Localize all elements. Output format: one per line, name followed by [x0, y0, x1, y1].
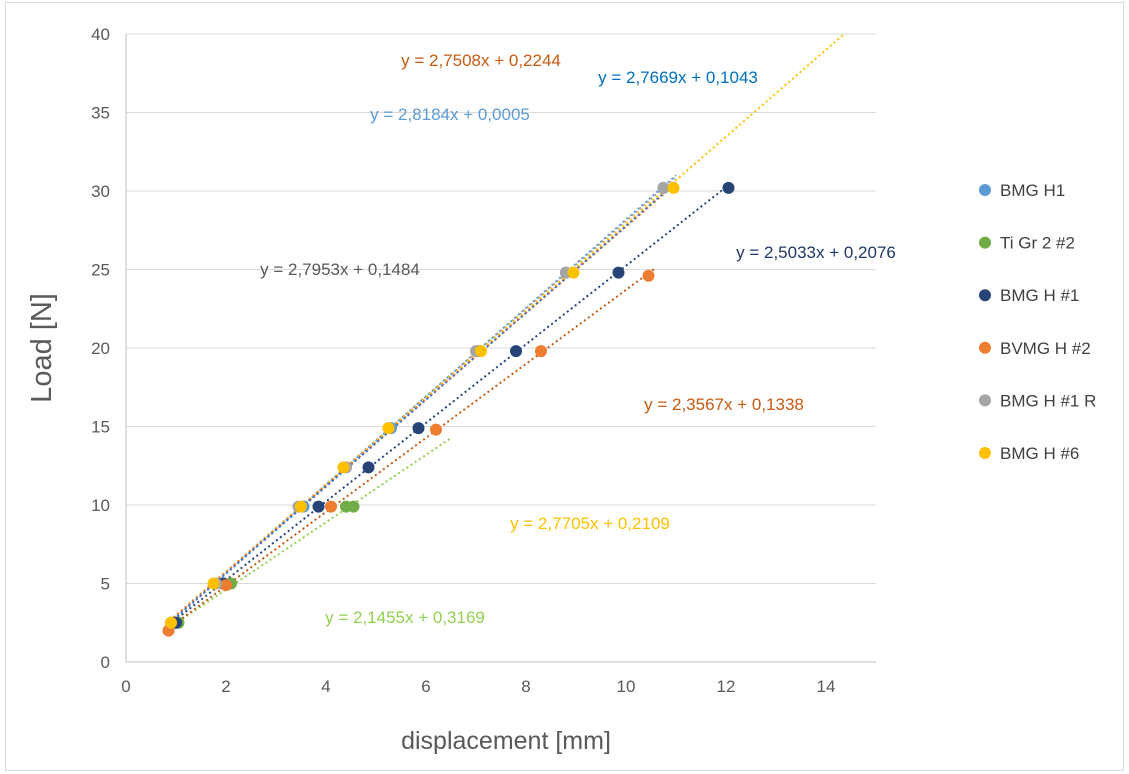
legend-marker	[979, 236, 991, 249]
data-point	[567, 266, 580, 279]
y-tick-label: 30	[91, 182, 110, 201]
x-tick-label: 10	[617, 677, 636, 696]
data-point	[347, 500, 360, 513]
x-axis-title: displacement [mm]	[401, 727, 611, 755]
legend-marker	[979, 184, 991, 196]
chart-frame: 0 2 4 6 8 10 12 14 0 5 10 15 20 25 30 35 40 displacement …	[5, 2, 1124, 771]
trendline-equation: y = 2,7953x + 0,1484	[260, 260, 420, 279]
y-tick-label: 40	[91, 25, 110, 44]
y-tick-label: 10	[91, 496, 110, 515]
legend-label: BMG H #1 R	[1000, 391, 1096, 410]
trendline-equation: y = 2,7669x + 0,1043	[598, 68, 758, 87]
data-point	[667, 181, 680, 194]
data-point	[510, 345, 522, 358]
data-point	[535, 345, 547, 358]
data-point	[430, 423, 442, 436]
data-point	[722, 181, 735, 194]
trendline	[165, 176, 677, 626]
y-tick-label: 35	[91, 104, 110, 123]
legend-item: Ti Gr 2 #2	[979, 234, 1075, 253]
legend-marker	[979, 447, 991, 459]
legend-label: BMG H1	[1000, 181, 1065, 200]
y-tick-label: 5	[101, 575, 110, 594]
legend-marker	[979, 289, 991, 302]
data-point	[362, 461, 375, 474]
data-point	[657, 181, 670, 194]
data-point	[325, 500, 337, 513]
legend-item: BMG H #6	[979, 444, 1079, 463]
trendline-equation: y = 2,3567x + 0,1338	[644, 395, 804, 414]
trendline-equation: y = 2,1455x + 0,3169	[325, 608, 485, 627]
x-tick-label: 14	[817, 677, 836, 696]
x-tick-label: 8	[521, 677, 530, 696]
y-tick-label: 20	[91, 339, 110, 358]
x-tick-label: 2	[221, 677, 230, 696]
data-point	[207, 577, 220, 590]
data-point	[165, 616, 177, 629]
y-tick-label: 15	[91, 418, 110, 437]
data-point	[475, 345, 487, 358]
data-point	[295, 500, 307, 513]
trendline	[165, 437, 452, 631]
trendlines	[165, 34, 846, 632]
trendline-equation: y = 2,7705x + 0,2109	[510, 514, 670, 533]
data-point	[412, 422, 425, 435]
legend-item: BMG H1	[979, 181, 1065, 200]
y-axis-title: Load [N]	[26, 293, 58, 403]
y-tick-label: 0	[101, 653, 110, 672]
legend-item: BVMG H #2	[979, 339, 1091, 358]
chart: 0 2 4 6 8 10 12 14 0 5 10 15 20 25 30 35 40 displacement …	[26, 25, 1096, 755]
legend-label: BVMG H #2	[1000, 339, 1091, 358]
trendline-equation: y = 2,8184x + 0,0005	[370, 105, 530, 124]
legend-item: BMG H #1 R	[979, 391, 1096, 410]
x-tick-label: 4	[321, 677, 330, 696]
x-tick-label: 12	[717, 677, 736, 696]
legend-label: BMG H #6	[1000, 444, 1079, 463]
x-tick-label: 0	[121, 677, 130, 696]
legend-label: Ti Gr 2 #2	[1000, 234, 1075, 253]
legend-item: BMG H #1	[979, 286, 1079, 305]
gridlines	[126, 33, 876, 663]
data-point	[312, 500, 325, 513]
trendline-equation: y = 2,5033x + 0,2076	[736, 243, 896, 262]
data-point	[337, 461, 350, 474]
trendline	[165, 182, 677, 625]
x-tick-label: 6	[421, 677, 430, 696]
y-tick-label: 25	[91, 261, 110, 280]
data-point	[220, 579, 232, 592]
series-6	[165, 181, 680, 629]
trendline	[165, 174, 677, 628]
legend-marker	[979, 341, 991, 354]
data-point	[642, 269, 655, 282]
data-point	[382, 422, 395, 435]
data-point	[612, 266, 625, 279]
trendline	[165, 266, 657, 632]
legend-marker	[979, 394, 991, 407]
trendline-equation: y = 2,7508x + 0,2244	[401, 51, 561, 70]
legend-label: BMG H #1	[1000, 286, 1079, 305]
